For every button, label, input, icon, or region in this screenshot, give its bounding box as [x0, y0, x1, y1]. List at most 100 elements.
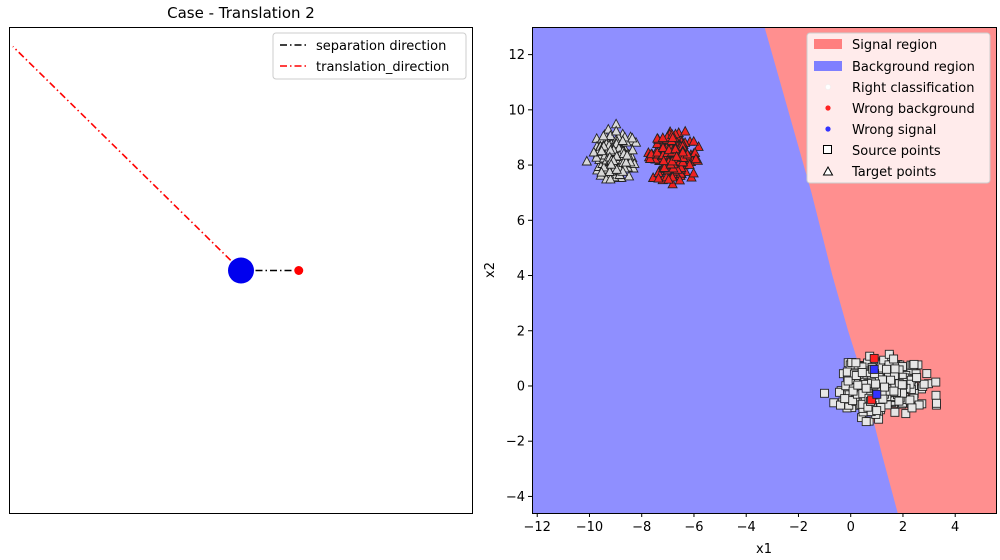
- target-point: [657, 132, 669, 143]
- source-point: [853, 380, 863, 390]
- source-point: [890, 364, 900, 374]
- legend-target-label: Target points: [851, 165, 937, 180]
- target-point: [617, 135, 628, 145]
- source-point: [851, 358, 861, 368]
- legend-background-patch: [814, 61, 842, 71]
- legend-source-label: Source points: [852, 144, 941, 159]
- target-point: [671, 150, 682, 161]
- wrong-signal-point: [869, 364, 879, 374]
- source-point: [861, 417, 871, 427]
- legend-target-triangle: [822, 165, 834, 176]
- source-point: [886, 375, 896, 385]
- origin-marker: [228, 257, 254, 284]
- right-legend-box: [806, 32, 991, 184]
- target-point: [688, 167, 699, 178]
- legend-signal-label: Signal region: [852, 38, 937, 53]
- target-point: [591, 151, 602, 162]
- source-point: [880, 382, 889, 392]
- x-tick-label: −12: [524, 520, 551, 535]
- wrong-background-point: [867, 395, 877, 405]
- x-axis-ticks: −12 −10 −8 −6 −4 −2 0 2 4: [524, 513, 959, 535]
- y-axis-label: x2: [483, 262, 498, 278]
- source-point: [897, 380, 907, 390]
- wrong-background-point: [869, 353, 879, 363]
- source-point: [907, 403, 917, 413]
- target-point: [621, 149, 633, 160]
- left-legend: separation direction translation_directi…: [272, 32, 467, 80]
- left-plot-lines: [12, 45, 299, 272]
- source-point: [857, 368, 867, 377]
- x-axis-label: x1: [756, 542, 772, 557]
- legend-right-dot: [825, 84, 831, 90]
- target-point: [657, 141, 669, 152]
- target-point: [653, 172, 664, 183]
- target-point: [677, 146, 689, 157]
- target-point: [620, 156, 632, 167]
- target-point: [690, 153, 702, 164]
- source-point: [922, 369, 932, 379]
- source-point: [912, 373, 922, 383]
- legend-wrong-background-dot: [825, 105, 831, 111]
- wrong-signal-point: [872, 389, 882, 399]
- target-point: [627, 144, 638, 155]
- left-plot-title: Case - Translation 2: [167, 4, 315, 22]
- left-legend-box: [272, 32, 467, 80]
- source-point: [931, 390, 941, 400]
- target-point: [627, 132, 638, 143]
- right-plot: −12 −10 −8 −6 −4 −2 0 2 4 −4 −2 0 2 4 6 8 10 12 x1 x2 Si…: [483, 27, 997, 557]
- legend-wrong-signal-dot: [825, 126, 831, 132]
- source-point: [931, 377, 941, 387]
- source-point: [848, 386, 858, 396]
- target-point: [644, 153, 656, 163]
- source-point: [840, 394, 850, 404]
- target-point: [652, 146, 663, 157]
- x-tick-label: −10: [576, 520, 603, 535]
- target-point: [611, 163, 622, 174]
- y-tick-label: 12: [508, 48, 525, 63]
- x-tick-label: −4: [737, 520, 756, 535]
- target-point: [598, 130, 609, 141]
- source-point: [905, 395, 915, 405]
- source-point: [894, 396, 904, 406]
- target-point: [663, 173, 674, 184]
- x-tick-label: −2: [789, 520, 808, 535]
- scatter-points: [581, 118, 941, 427]
- right-legend: Signal region Background region Right cl…: [806, 32, 991, 184]
- y-tick-label: 8: [517, 159, 525, 174]
- source-point: [889, 354, 899, 364]
- legend-source-square: [823, 145, 832, 154]
- y-tick-label: 0: [517, 379, 525, 394]
- target-point: [688, 135, 699, 146]
- source-point: [932, 398, 941, 408]
- source-point: [909, 359, 919, 369]
- y-tick-label: 10: [508, 103, 525, 118]
- y-axis-ticks: −4 −2 0 2 4 6 8 10 12: [506, 48, 532, 505]
- legend-right-label: Right classification: [852, 81, 974, 96]
- right-plot-frame: [532, 27, 997, 514]
- source-point: [843, 376, 853, 386]
- target-point: [658, 155, 669, 166]
- separation-end-marker: [294, 266, 304, 275]
- x-tick-label: −8: [632, 520, 651, 535]
- target-point: [596, 166, 607, 177]
- x-tick-label: 4: [951, 520, 959, 535]
- legend-translation-label: translation_direction: [316, 60, 449, 75]
- y-tick-label: 2: [517, 324, 525, 339]
- legend-background-label: Background region: [852, 60, 975, 75]
- source-point: [919, 379, 929, 389]
- source-point: [871, 379, 881, 389]
- y-tick-label: −2: [506, 435, 525, 450]
- y-tick-label: 4: [517, 269, 525, 284]
- source-point: [890, 407, 900, 417]
- left-plot-frame: [9, 27, 473, 514]
- source-point: [889, 386, 899, 396]
- target-point: [674, 174, 686, 185]
- source-point: [882, 364, 891, 374]
- left-plot: Case - Translation 2 separation directio…: [9, 4, 473, 514]
- x-tick-label: 2: [899, 520, 907, 535]
- source-point: [872, 406, 882, 416]
- target-point: [605, 173, 616, 184]
- source-point: [820, 388, 829, 398]
- y-tick-label: −4: [506, 490, 525, 505]
